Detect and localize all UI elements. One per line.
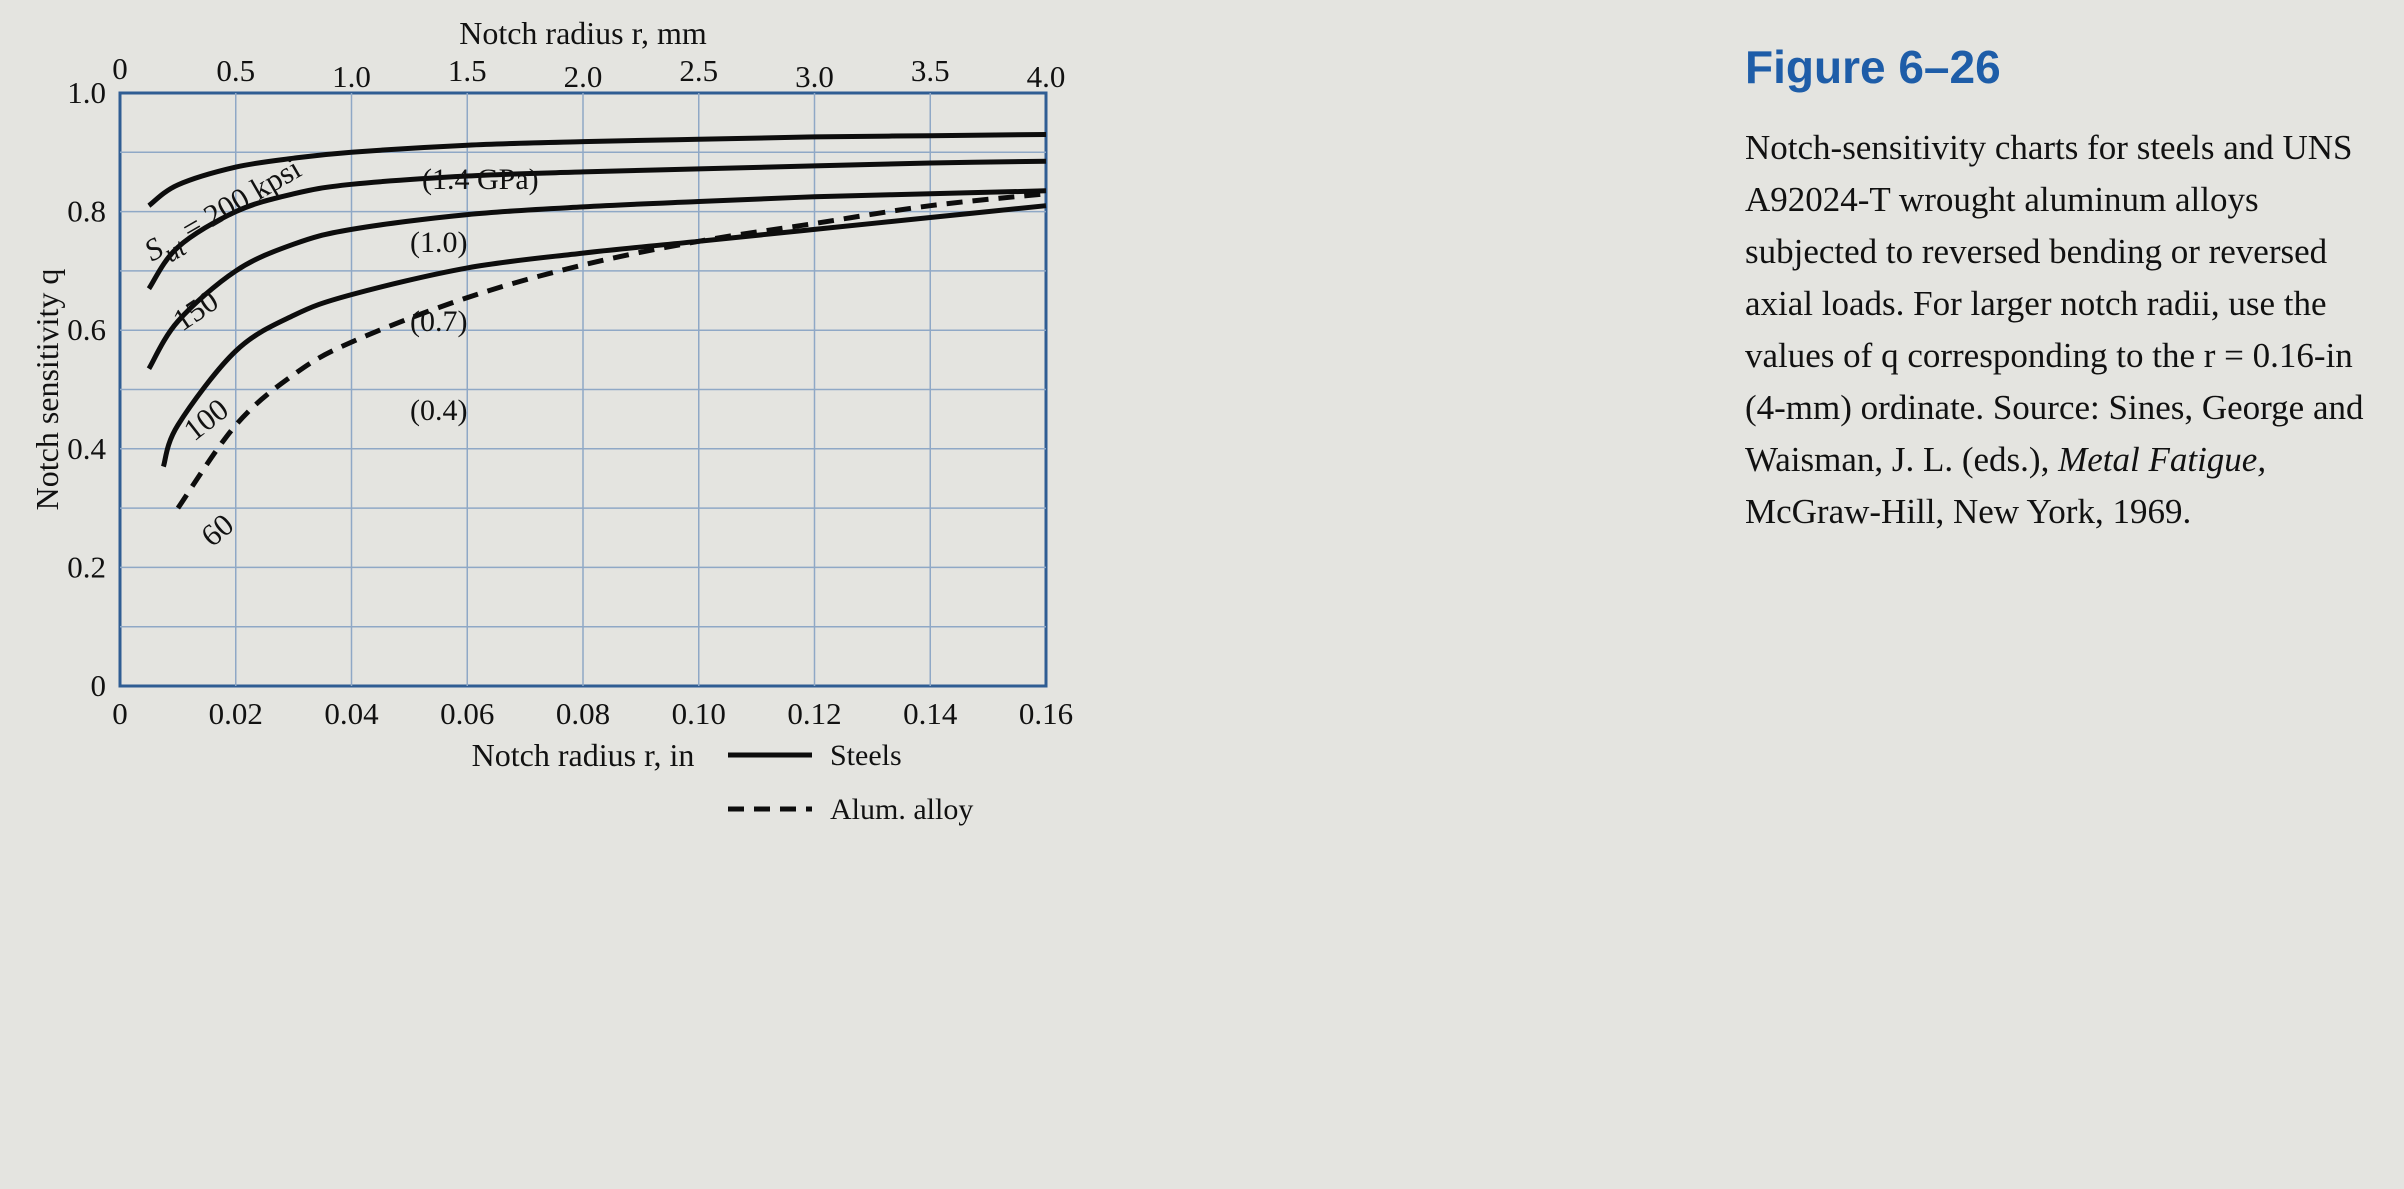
grid-lines (120, 93, 1046, 686)
series-steel-60 (160, 203, 1047, 468)
x-tick-label-in: 0.12 (787, 696, 841, 731)
curve-label-0-7: (0.7) (410, 305, 467, 338)
series-steel-200-kpsi (147, 132, 1047, 208)
notch-sensitivity-chart: Sut = 200 kpsi 150 100 60 (1.4 GPa) (1.0… (29, 15, 1073, 826)
x-tick-label-in: 0.02 (209, 696, 263, 731)
series-steel-150 (146, 158, 1047, 291)
caption-book-title: Metal Fatigue, (2058, 440, 2267, 479)
series-alum-alloy (175, 191, 1047, 510)
legend: Steels Alum. alloy (728, 739, 973, 826)
x-axis-label-mm: Notch radius r, mm (459, 15, 707, 51)
x2-tick-label-mm: 4.0 (1027, 59, 1066, 94)
y-axis-label: Notch sensitivity q (29, 269, 65, 511)
x-tick-label-in: 0.04 (324, 696, 379, 731)
y-tick-label: 0.8 (67, 194, 106, 229)
x2-tick-label-mm: 1.5 (448, 53, 487, 88)
legend-steels-label: Steels (830, 739, 902, 772)
caption-text: Notch-sensitivity charts for steels and … (1745, 128, 2364, 479)
x-axis-label-in: Notch radius r, in (472, 737, 695, 773)
x-tick-label-in: 0.08 (556, 696, 610, 731)
x2-tick-label-mm: 0 (112, 51, 128, 86)
x-tick-label-in: 0.16 (1019, 696, 1073, 731)
x2-tick-label-mm: 2.0 (564, 59, 603, 94)
curve-label-60: 60 (194, 507, 240, 554)
figure-caption-block: Figure 6–26 Notch-sensitivity charts for… (1745, 40, 2385, 538)
caption-publisher: McGraw-Hill, New York, 1969. (1745, 492, 2192, 531)
series-lines (146, 132, 1047, 510)
figure-title: Figure 6–26 (1745, 41, 2001, 93)
y-tick-label: 0.4 (67, 431, 106, 466)
x2-tick-label-mm: 3.5 (911, 53, 950, 88)
figure-caption: Notch-sensitivity charts for steels and … (1745, 122, 2385, 538)
y-tick-label: 0.6 (67, 312, 106, 347)
x-tick-label-in: 0.14 (903, 696, 958, 731)
curve-label-0-4: (0.4) (410, 394, 467, 427)
axis-ticks: 0 0.02 0.04 0.06 0.08 0.10 0.12 0.14 0.16 0 0.5 1.0… (67, 51, 1073, 731)
y-tick-label: 1.0 (67, 75, 106, 110)
curve-label-1-4-gpa: (1.4 GPa) (422, 163, 539, 196)
x2-tick-label-mm: 1.0 (332, 59, 371, 94)
x2-tick-label-mm: 3.0 (795, 59, 834, 94)
x-tick-label-in: 0.06 (440, 696, 494, 731)
x-tick-label-in: 0 (112, 696, 128, 731)
y-tick-label: 0.2 (67, 549, 106, 584)
curve-label-1-0: (1.0) (410, 226, 467, 259)
x2-tick-label-mm: 0.5 (216, 53, 255, 88)
legend-alum-label: Alum. alloy (830, 793, 973, 826)
y-tick-label: 0 (91, 668, 107, 703)
x-tick-label-in: 0.10 (672, 696, 726, 731)
x2-tick-label-mm: 2.5 (679, 53, 718, 88)
curve-labels: Sut = 200 kpsi 150 100 60 (1.4 GPa) (1.0… (138, 150, 539, 553)
series-steel-100 (146, 188, 1047, 371)
